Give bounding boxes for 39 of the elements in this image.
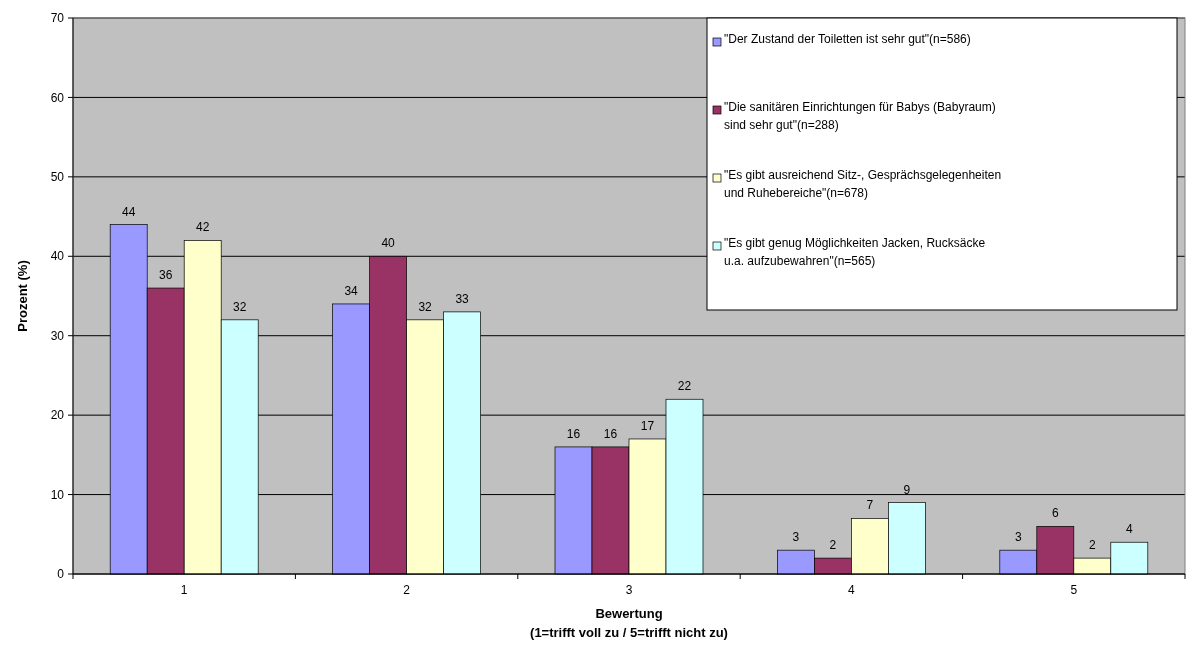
x-tick-label: 5	[1070, 583, 1078, 597]
y-tick-label: 60	[50, 90, 65, 105]
data-label: 34	[344, 283, 359, 298]
legend-label: "Es gibt genug Möglichkeiten Jacken, Rucksäcke u.a. aufzubewahren"(n=565)	[724, 236, 986, 268]
data-label: 9	[903, 482, 911, 497]
data-label: 3	[1014, 530, 1022, 545]
data-label: 3	[792, 530, 800, 545]
y-tick-label: 20	[50, 408, 65, 423]
data-label: 2	[829, 538, 837, 553]
data-label: 2	[1088, 538, 1096, 553]
data-label: 22	[677, 379, 692, 394]
x-tick-label: 2	[403, 583, 411, 597]
y-tick-label: 0	[57, 567, 65, 582]
x-tick-label: 4	[848, 583, 856, 597]
legend-label: "Die sanitären Einrichtungen für Babys (Babyraum) sind sehr gut"(n=288)	[724, 100, 996, 132]
x-tick-label: 1	[180, 583, 188, 597]
y-tick-label: 50	[50, 170, 65, 185]
y-axis-title: Prozent (%)	[15, 260, 30, 332]
data-label: 6	[1051, 506, 1059, 521]
data-label: 32	[418, 299, 433, 314]
y-tick-label: 30	[50, 328, 65, 343]
legend-label: "Es gibt ausreichend Sitz-, Gesprächsgelegenheiten und Ruhebereiche"(n=678)	[724, 168, 1002, 200]
data-label: 16	[566, 426, 581, 441]
x-axis-title: Bewertung (1=trifft voll zu / 5=trifft nicht zu)	[530, 606, 728, 640]
data-label: 42	[196, 220, 210, 235]
data-label: 16	[603, 426, 618, 441]
y-tick-label: 40	[50, 249, 65, 264]
y-tick-label: 10	[50, 487, 65, 502]
data-label: 4	[1125, 522, 1133, 537]
y-tick-label: 70	[50, 11, 65, 26]
legend-label: "Der Zustand der Toiletten ist sehr gut"(n=586)	[724, 32, 971, 46]
data-label: 44	[122, 204, 136, 219]
data-label: 32	[233, 299, 247, 314]
data-label: 36	[159, 268, 173, 283]
data-label: 7	[866, 498, 874, 513]
data-label: 40	[381, 236, 396, 251]
x-tick-label: 3	[625, 583, 633, 597]
data-label: 33	[455, 291, 470, 306]
data-label: 17	[640, 418, 655, 433]
